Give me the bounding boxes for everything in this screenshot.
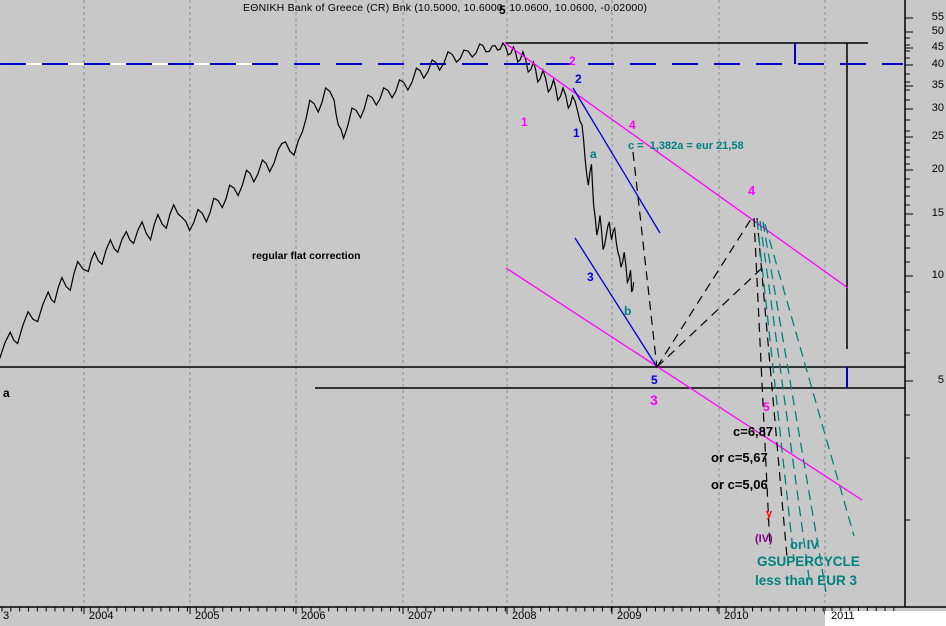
- dashed-black-up-2: [656, 267, 763, 368]
- channel-lower-magenta: [505, 267, 863, 501]
- dashed-teal-proj-1: [756, 219, 795, 561]
- dashed-teal-proj-3: [762, 221, 827, 593]
- dashed-black-up-1: [656, 215, 754, 368]
- dashed-teal-proj-2: [759, 220, 811, 586]
- dashed-black-proj-2: [756, 217, 788, 558]
- blank-region: [825, 611, 946, 626]
- price-series: [0, 41, 635, 359]
- dashed-teal-proj-4: [764, 223, 855, 537]
- channel-upper-magenta: [504, 42, 849, 289]
- trend-blue-upper: [572, 87, 661, 234]
- dashed-black-proj-1: [753, 217, 771, 549]
- dashed-black-down: [632, 151, 658, 369]
- trend-blue-lower: [574, 237, 658, 368]
